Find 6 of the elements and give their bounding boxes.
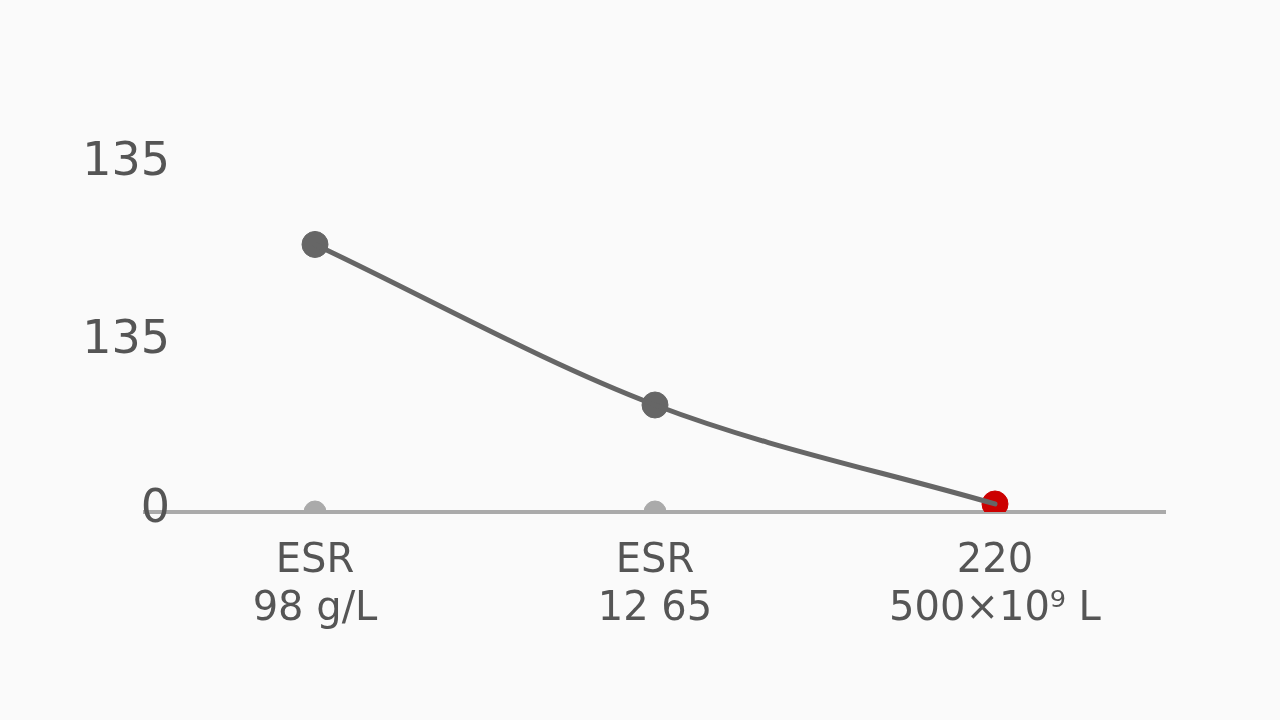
annotation: 0: [140, 478, 170, 533]
text: 135: [82, 131, 170, 186]
x-tick-label: 220 500×10⁹ L: [889, 535, 1102, 630]
x-tick-label: ESR 12 65: [597, 535, 713, 630]
annotation: 135: [82, 309, 170, 364]
x-tick-label: ESR 98 g/L: [252, 535, 379, 630]
